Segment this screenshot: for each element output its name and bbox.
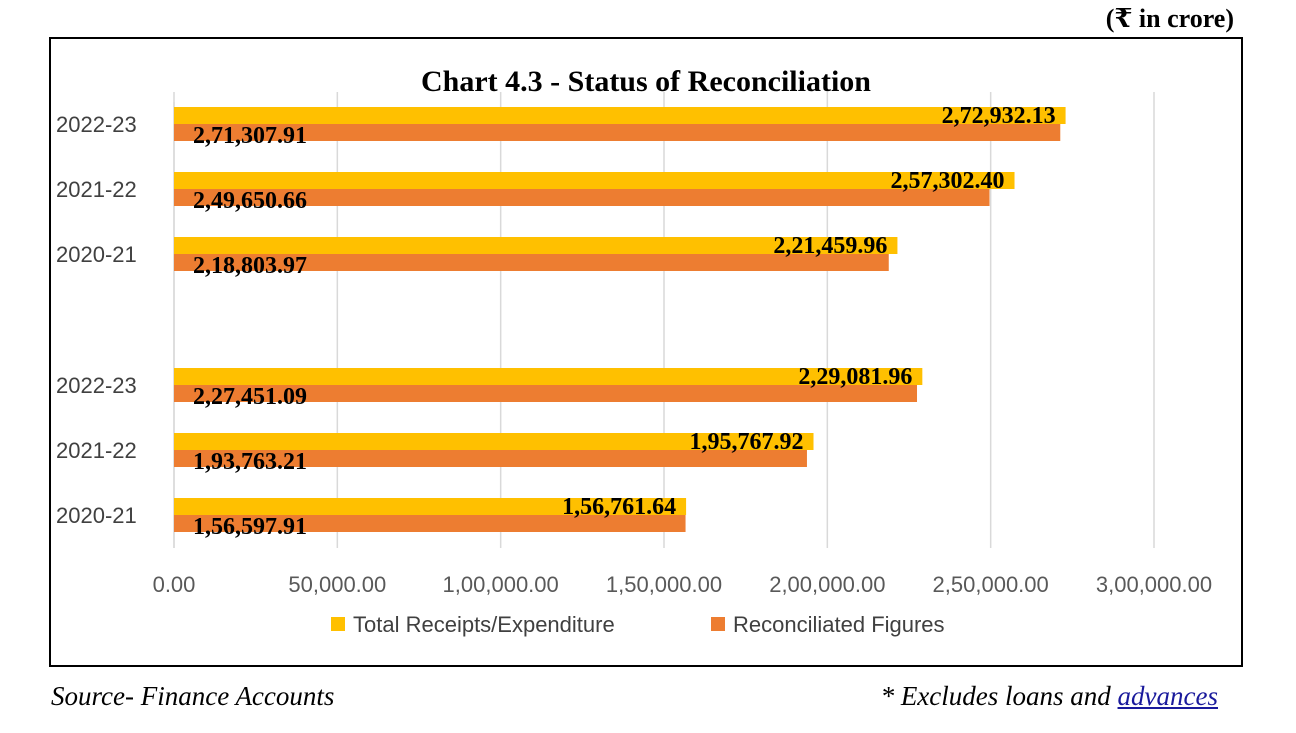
data-label-total: 1,56,761.64 — [562, 494, 676, 520]
y-category-label: 2022-23 — [56, 112, 137, 137]
data-label-reconciled: 1,56,597.91 — [193, 514, 307, 540]
y-category-label: 2022-23 — [56, 373, 137, 398]
legend-swatch — [331, 617, 345, 631]
data-label-total: 2,72,932.13 — [942, 103, 1056, 129]
bar-total-receipts-expenditure — [174, 172, 1015, 189]
advances-link[interactable]: advances — [1117, 681, 1218, 711]
bar-total-receipts-expenditure — [174, 237, 898, 254]
y-category-label: 2021-22 — [56, 438, 137, 463]
bar-reconciliated-figures — [174, 515, 686, 532]
legend: Total Receipts/Expenditure Reconciliated … — [331, 612, 945, 637]
legend-label: Reconciliated Figures — [733, 612, 945, 637]
x-tick-label: 1,50,000.00 — [606, 572, 722, 597]
data-label-total: 2,21,459.96 — [773, 233, 887, 259]
x-tick-label: 2,00,000.00 — [769, 572, 885, 597]
y-category-label: 2021-22 — [56, 177, 137, 202]
axis-labels: 0.00 50,000.00 1,00,000.00 1,50,000.00 2,00,… — [56, 112, 1212, 597]
data-labels: 2,72,932.13 2,71,307.91 2,57,302.40 2,49,65… — [193, 103, 1056, 540]
bar-total-receipts-expenditure — [174, 107, 1066, 124]
data-label-total: 1,95,767.92 — [690, 429, 804, 455]
legend-label: Total Receipts/Expenditure — [353, 612, 615, 637]
data-label-total: 2,57,302.40 — [891, 168, 1005, 194]
exclusion-note-text: * Excludes loans and — [880, 681, 1118, 711]
legend-item-total: Total Receipts/Expenditure — [331, 612, 615, 637]
bar-reconciliated-figures — [174, 254, 889, 271]
y-category-label: 2020-21 — [56, 503, 137, 528]
bar-total-receipts-expenditure — [174, 368, 923, 385]
bar-reconciliated-figures — [174, 450, 807, 467]
data-label-reconciled: 2,27,451.09 — [193, 384, 307, 410]
bar-reconciliated-figures — [174, 385, 918, 402]
unit-note: (₹ in crore) — [1105, 4, 1234, 33]
chart-title: Chart 4.3 - Status of Reconciliation — [421, 65, 871, 98]
bar-reconciliated-figures — [174, 189, 990, 206]
bars — [174, 107, 1066, 532]
data-label-reconciled: 1,93,763.21 — [193, 449, 307, 475]
bar-total-receipts-expenditure — [174, 433, 814, 450]
source-note: Source- Finance Accounts — [51, 681, 335, 711]
x-tick-label: 1,00,000.00 — [443, 572, 559, 597]
data-label-reconciled: 2,18,803.97 — [193, 253, 307, 279]
x-tick-label: 2,50,000.00 — [933, 572, 1049, 597]
bar-total-receipts-expenditure — [174, 498, 687, 515]
exclusion-note: * Excludes loans and advances — [881, 681, 1218, 712]
x-tick-label: 0.00 — [153, 572, 196, 597]
data-label-total: 2,29,081.96 — [798, 364, 912, 390]
chart-frame — [49, 37, 1243, 667]
legend-item-reconciled: Reconciliated Figures — [711, 612, 945, 637]
bar-reconciliated-figures — [174, 124, 1061, 141]
gridlines — [173, 92, 1155, 548]
data-label-reconciled: 2,49,650.66 — [193, 188, 307, 214]
legend-swatch — [711, 617, 725, 631]
x-tick-label: 3,00,000.00 — [1096, 572, 1212, 597]
data-label-reconciled: 2,71,307.91 — [193, 123, 307, 149]
x-tick-label: 50,000.00 — [288, 572, 386, 597]
y-category-label: 2020-21 — [56, 242, 137, 267]
